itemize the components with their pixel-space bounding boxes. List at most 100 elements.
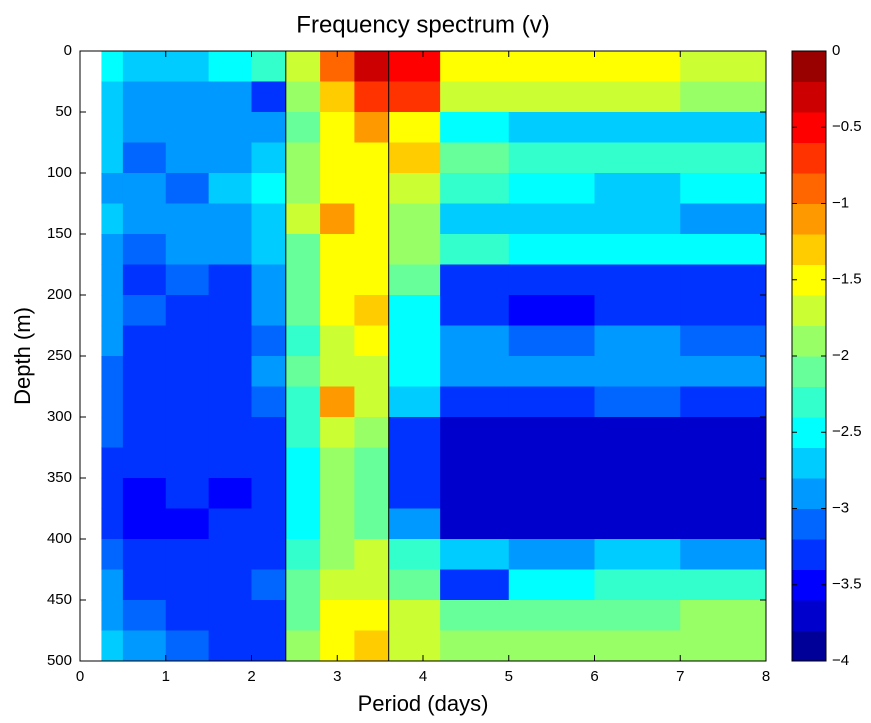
cell (285, 295, 321, 326)
cell (388, 203, 441, 235)
cell (388, 569, 441, 601)
cell (122, 630, 167, 662)
cell (388, 234, 441, 265)
cell (320, 569, 355, 601)
cell (165, 386, 210, 418)
cell (680, 325, 767, 357)
cell (208, 600, 252, 631)
colorbar-band (792, 539, 826, 570)
cell (680, 356, 767, 387)
cell (251, 295, 287, 326)
colorbar-band (792, 508, 826, 540)
cell (285, 539, 321, 570)
cell (508, 386, 595, 418)
cell (388, 478, 441, 509)
colorbar-band (792, 417, 826, 448)
cell (101, 356, 124, 387)
cell (285, 630, 321, 662)
cell (594, 81, 681, 113)
cell (251, 142, 287, 174)
cell (320, 203, 355, 235)
cell (285, 386, 321, 418)
cell (101, 142, 124, 174)
cell (165, 508, 210, 540)
colorbar-band (792, 295, 826, 326)
cell (165, 203, 210, 235)
cell (251, 173, 287, 204)
cell (101, 508, 124, 540)
cell (354, 417, 390, 448)
cell (165, 417, 210, 448)
cell (122, 234, 167, 265)
cell (388, 81, 441, 113)
cell (320, 539, 355, 570)
x-tick-label: 6 (590, 668, 598, 685)
cell (101, 264, 124, 296)
cell (354, 81, 390, 113)
cell (285, 508, 321, 540)
cell (388, 417, 441, 448)
cell (680, 386, 767, 418)
colorbar-tick-label: −0.5 (832, 118, 862, 135)
cell (101, 234, 124, 265)
cell (388, 447, 441, 479)
cell (208, 264, 252, 296)
cell (285, 569, 321, 601)
cell (680, 600, 767, 631)
x-tick-label: 2 (247, 668, 255, 685)
cell (101, 417, 124, 448)
cell (251, 447, 287, 479)
cell (680, 447, 767, 479)
cell (388, 386, 441, 418)
cell (122, 295, 167, 326)
cell (594, 386, 681, 418)
cell (680, 142, 767, 174)
cell (208, 173, 252, 204)
x-tick-label: 3 (333, 668, 341, 685)
y-tick-label: 200 (47, 286, 72, 303)
cell (101, 600, 124, 631)
cell (251, 630, 287, 662)
cell (320, 478, 355, 509)
cell (165, 234, 210, 265)
cell (165, 264, 210, 296)
cell (594, 417, 681, 448)
cell (680, 630, 767, 662)
cell (440, 203, 510, 235)
colorbar-band (792, 203, 826, 235)
y-tick-label: 150 (47, 225, 72, 242)
cell (101, 478, 124, 509)
cell (680, 81, 767, 113)
cell (122, 569, 167, 601)
x-tick-label: 5 (505, 668, 513, 685)
cell (251, 600, 287, 631)
cell (388, 325, 441, 357)
colorbar-band (792, 51, 826, 82)
cell (320, 264, 355, 296)
cell (508, 356, 595, 387)
cell (251, 234, 287, 265)
cell (122, 356, 167, 387)
cell (594, 234, 681, 265)
cell (101, 112, 124, 143)
cell (122, 51, 167, 82)
cell (354, 234, 390, 265)
cell (440, 51, 510, 82)
cell (208, 325, 252, 357)
cell (508, 112, 595, 143)
cell (594, 264, 681, 296)
cell (680, 112, 767, 143)
cell (208, 478, 252, 509)
cell (285, 81, 321, 113)
cell (354, 51, 390, 82)
cell (285, 173, 321, 204)
cell (208, 112, 252, 143)
cell (354, 386, 390, 418)
cell (101, 386, 124, 418)
colorbar-band (792, 478, 826, 509)
cell (285, 325, 321, 357)
cell (122, 81, 167, 113)
cell (320, 508, 355, 540)
cell (101, 447, 124, 479)
